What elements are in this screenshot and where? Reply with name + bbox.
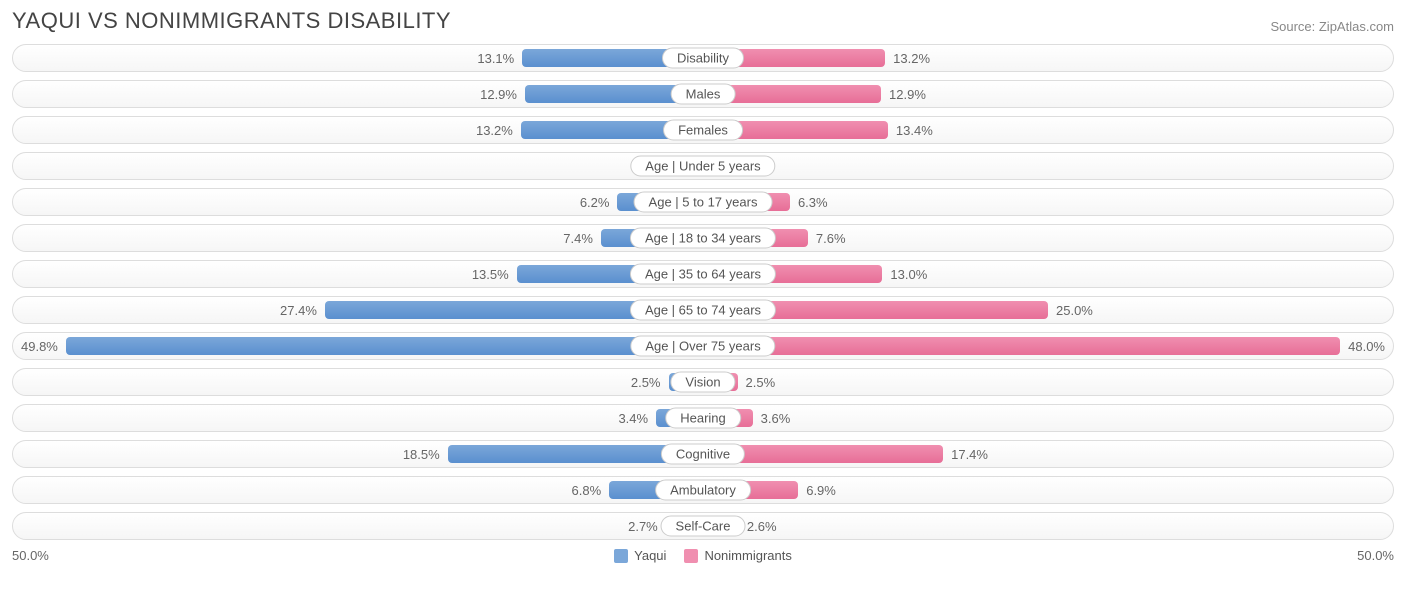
left-value-label: 2.7% xyxy=(620,519,666,534)
row-left-half: 13.2% xyxy=(13,117,703,143)
row-right-half: 6.3% xyxy=(703,189,1393,215)
right-value-label: 48.0% xyxy=(1340,339,1393,354)
category-label: Self-Care xyxy=(661,516,746,537)
right-value-label: 13.4% xyxy=(888,123,941,138)
right-value-label: 3.6% xyxy=(753,411,799,426)
row-left-half: 6.8% xyxy=(13,477,703,503)
row-left-half: 2.7% xyxy=(13,513,703,539)
right-value-label: 6.3% xyxy=(790,195,836,210)
chart-row: 2.7% 2.6%Self-Care xyxy=(12,512,1394,540)
row-right-half: 48.0% xyxy=(703,333,1393,359)
right-value-label: 7.6% xyxy=(808,231,854,246)
row-left-half: 12.9% xyxy=(13,81,703,107)
category-label: Cognitive xyxy=(661,444,745,465)
row-right-half: 1.6% xyxy=(703,153,1393,179)
row-right-half: 3.6% xyxy=(703,405,1393,431)
row-right-half: 13.0% xyxy=(703,261,1393,287)
left-bar xyxy=(66,337,703,355)
category-label: Age | 35 to 64 years xyxy=(630,264,776,285)
row-right-half: 25.0% xyxy=(703,297,1393,323)
chart-row: 13.5% 13.0% Age | 35 to 64 years xyxy=(12,260,1394,288)
left-value-label: 49.8% xyxy=(13,339,66,354)
category-label: Age | Over 75 years xyxy=(630,336,775,357)
axis-left-max: 50.0% xyxy=(12,548,49,563)
chart-row: 2.5% 2.5%Vision xyxy=(12,368,1394,396)
row-left-half: 49.8% xyxy=(13,333,703,359)
left-value-label: 18.5% xyxy=(395,447,448,462)
row-left-half: 2.5% xyxy=(13,369,703,395)
left-value-label: 12.9% xyxy=(472,87,525,102)
chart-row: 3.4% 3.6% Hearing xyxy=(12,404,1394,432)
right-value-label: 2.6% xyxy=(739,519,785,534)
category-label: Age | Under 5 years xyxy=(630,156,775,177)
row-right-half: 12.9% xyxy=(703,81,1393,107)
row-left-half: 13.5% xyxy=(13,261,703,287)
category-label: Disability xyxy=(662,48,744,69)
legend-label-right: Nonimmigrants xyxy=(704,548,791,563)
category-label: Hearing xyxy=(665,408,741,429)
chart-row: 1.2%1.6%Age | Under 5 years xyxy=(12,152,1394,180)
right-value-label: 2.5% xyxy=(738,375,784,390)
chart-row: 6.8% 6.9% Ambulatory xyxy=(12,476,1394,504)
chart-footer: 50.0% Yaqui Nonimmigrants 50.0% xyxy=(12,548,1394,563)
chart-legend: Yaqui Nonimmigrants xyxy=(49,548,1357,563)
row-right-half: 17.4% xyxy=(703,441,1393,467)
right-value-label: 13.2% xyxy=(885,51,938,66)
chart-row: 6.2% 6.3% Age | 5 to 17 years xyxy=(12,188,1394,216)
diverging-bar-chart: 13.1% 13.2% Disability 12.9% 12.9% Males 13.2%… xyxy=(12,44,1394,540)
left-value-label: 13.1% xyxy=(469,51,522,66)
right-bar xyxy=(703,337,1340,355)
left-value-label: 27.4% xyxy=(272,303,325,318)
row-left-half: 18.5% xyxy=(13,441,703,467)
chart-row: 27.4% 25.0% Age | 65 to 74 years xyxy=(12,296,1394,324)
right-value-label: 25.0% xyxy=(1048,303,1101,318)
row-left-half: 6.2% xyxy=(13,189,703,215)
legend-item-right: Nonimmigrants xyxy=(684,548,791,563)
legend-item-left: Yaqui xyxy=(614,548,666,563)
chart-row: 18.5% 17.4% Cognitive xyxy=(12,440,1394,468)
row-left-half: 13.1% xyxy=(13,45,703,71)
row-right-half: 2.6% xyxy=(703,513,1393,539)
left-value-label: 3.4% xyxy=(610,411,656,426)
chart-source: Source: ZipAtlas.com xyxy=(1270,19,1394,34)
chart-row: 7.4% 7.6% Age | 18 to 34 years xyxy=(12,224,1394,252)
chart-row: 13.2% 13.4% Females xyxy=(12,116,1394,144)
category-label: Vision xyxy=(670,372,735,393)
category-label: Ambulatory xyxy=(655,480,751,501)
legend-label-left: Yaqui xyxy=(634,548,666,563)
chart-row: 12.9% 12.9% Males xyxy=(12,80,1394,108)
legend-swatch-left xyxy=(614,549,628,563)
right-value-label: 17.4% xyxy=(943,447,996,462)
row-left-half: 7.4% xyxy=(13,225,703,251)
category-label: Age | 18 to 34 years xyxy=(630,228,776,249)
left-value-label: 7.4% xyxy=(555,231,601,246)
left-value-label: 13.2% xyxy=(468,123,521,138)
chart-row: 49.8% 48.0% Age | Over 75 years xyxy=(12,332,1394,360)
row-right-half: 6.9% xyxy=(703,477,1393,503)
row-right-half: 2.5% xyxy=(703,369,1393,395)
category-label: Age | 5 to 17 years xyxy=(634,192,773,213)
row-right-half: 7.6% xyxy=(703,225,1393,251)
row-right-half: 13.2% xyxy=(703,45,1393,71)
category-label: Age | 65 to 74 years xyxy=(630,300,776,321)
left-value-label: 6.2% xyxy=(572,195,618,210)
category-label: Females xyxy=(663,120,743,141)
axis-right-max: 50.0% xyxy=(1357,548,1394,563)
chart-row: 13.1% 13.2% Disability xyxy=(12,44,1394,72)
left-value-label: 13.5% xyxy=(464,267,517,282)
left-value-label: 6.8% xyxy=(564,483,610,498)
chart-title: YAQUI VS NONIMMIGRANTS DISABILITY xyxy=(12,8,451,34)
row-left-half: 1.2% xyxy=(13,153,703,179)
chart-header: YAQUI VS NONIMMIGRANTS DISABILITY Source… xyxy=(12,8,1394,34)
left-value-label: 2.5% xyxy=(623,375,669,390)
legend-swatch-right xyxy=(684,549,698,563)
row-left-half: 27.4% xyxy=(13,297,703,323)
row-right-half: 13.4% xyxy=(703,117,1393,143)
row-left-half: 3.4% xyxy=(13,405,703,431)
right-value-label: 13.0% xyxy=(882,267,935,282)
category-label: Males xyxy=(671,84,736,105)
right-value-label: 12.9% xyxy=(881,87,934,102)
right-value-label: 6.9% xyxy=(798,483,844,498)
